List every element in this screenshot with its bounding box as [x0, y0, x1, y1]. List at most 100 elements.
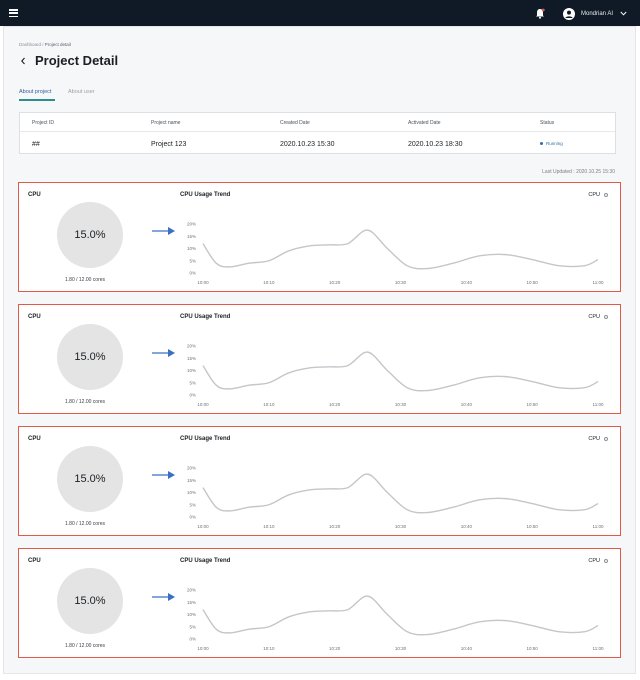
y-tick-label: 5%	[189, 258, 196, 263]
header-activated-date: Activated Date	[408, 120, 441, 126]
status-badge: Running	[540, 141, 563, 146]
page-title: Project Detail	[35, 53, 119, 68]
y-tick-label: 0%	[189, 393, 196, 398]
series-line-cpu	[202, 473, 599, 514]
cpu-cores-text: 1.80 / 12.00 cores	[65, 643, 106, 649]
x-tick-label: 10:50	[527, 646, 539, 651]
x-tick-label: 10:00	[197, 524, 209, 529]
x-tick-label: 10:40	[461, 280, 473, 285]
cpu-usage-trend-chart: 0% 5% 10% 15% 20% 10:00 10:10 10:20 10:30 10:40 10…	[187, 222, 604, 286]
legend-marker-icon	[604, 559, 608, 563]
header-status: Status	[540, 120, 555, 126]
trend-legend: CPU	[588, 314, 608, 320]
x-tick-label: 10:50	[527, 402, 539, 407]
x-tick-label: 10:20	[329, 402, 341, 407]
legend-marker-icon	[604, 315, 608, 319]
value-project-id: ##	[32, 141, 40, 148]
cpu-card-3: CPU 15.0% 1.80 / 12.00 cores CPU Usage T…	[18, 426, 621, 536]
cpu-usage-trend-chart: 0% 5% 10% 15% 20% 10:00 10:10 10:20 10:30 10:40 10…	[187, 344, 604, 408]
y-tick-label: 20%	[187, 344, 196, 349]
cpu-label: CPU	[28, 314, 41, 320]
last-updated: Last Updated : 2020.10.25 15:30	[542, 169, 615, 175]
x-tick-label: 10:30	[395, 280, 407, 285]
breadcrumb-link-dashboard[interactable]: Dashboard	[19, 42, 42, 47]
arrow-right-icon	[152, 227, 175, 235]
x-tick-label: 10:20	[329, 646, 341, 651]
x-tick-label: 10:10	[263, 280, 275, 285]
cpu-usage-value: 15.0%	[74, 351, 106, 363]
legend-label: CPU	[588, 314, 600, 320]
cpu-card-4: CPU 15.0% 1.80 / 12.00 cores CPU Usage T…	[18, 548, 621, 658]
y-tick-label: 15%	[187, 600, 196, 605]
project-info-table: Project ID Project name Created Date Act…	[19, 112, 616, 154]
y-tick-label: 15%	[187, 234, 196, 239]
trend-legend: CPU	[588, 558, 608, 564]
top-navigation-bar: Mondrian AI	[0, 0, 640, 26]
cpu-usage-gauge: 15.0%	[57, 446, 123, 512]
y-tick-label: 20%	[187, 466, 196, 471]
x-tick-label: 10:10	[263, 402, 275, 407]
series-line-cpu	[202, 351, 599, 392]
cpu-usage-value: 15.0%	[74, 473, 106, 485]
y-tick-label: 0%	[189, 637, 196, 642]
user-avatar-icon	[563, 7, 575, 20]
legend-label: CPU	[588, 558, 600, 564]
arrow-right-icon	[152, 593, 175, 601]
x-tick-label: 11:00	[593, 524, 604, 529]
breadcrumb-separator: /	[41, 42, 45, 47]
y-tick-label: 5%	[189, 624, 196, 629]
project-detail-page: Dashboard / Project detail Project Detai…	[3, 26, 636, 674]
cpu-card-1: CPU 15.0% 1.80 / 12.00 cores CPU Usage T…	[18, 182, 621, 292]
back-chevron-icon[interactable]	[19, 56, 27, 66]
tab-about-user[interactable]: About user	[68, 89, 95, 95]
status-dot-icon	[540, 142, 543, 145]
title-row: Project Detail	[19, 53, 118, 68]
y-tick-label: 0%	[189, 515, 196, 520]
y-tick-label: 10%	[187, 246, 196, 251]
x-tick-label: 11:00	[593, 280, 604, 285]
x-tick-label: 10:10	[263, 646, 275, 651]
cpu-usage-gauge: 15.0%	[57, 202, 123, 268]
header-created-date: Created Date	[280, 120, 310, 126]
x-tick-label: 10:40	[461, 646, 473, 651]
breadcrumb: Dashboard / Project detail	[19, 42, 71, 47]
series-line-cpu	[202, 595, 599, 636]
tab-about-project[interactable]: About project	[19, 89, 52, 95]
header-project-id: Project ID	[32, 120, 54, 126]
trend-legend: CPU	[588, 436, 608, 442]
x-tick-label: 11:00	[593, 646, 604, 651]
y-tick-label: 10%	[187, 368, 196, 373]
x-tick-label: 10:20	[329, 524, 341, 529]
trend-title: CPU Usage Trend	[180, 192, 231, 198]
cpu-label: CPU	[28, 558, 41, 564]
value-activated-date: 2020.10.23 18:30	[408, 141, 463, 148]
cpu-label: CPU	[28, 192, 41, 198]
x-tick-label: 10:00	[197, 646, 209, 651]
cpu-cores-text: 1.80 / 12.00 cores	[65, 399, 106, 405]
legend-marker-icon	[604, 193, 608, 197]
header-project-name: Project name	[151, 120, 181, 126]
x-tick-label: 10:20	[329, 280, 341, 285]
cpu-usage-value: 15.0%	[74, 595, 106, 607]
cpu-usage-gauge: 15.0%	[57, 568, 123, 634]
x-tick-label: 10:50	[527, 280, 539, 285]
user-menu[interactable]: Mondrian AI	[563, 6, 627, 21]
bell-icon[interactable]	[535, 8, 545, 19]
cpu-cores-text: 1.80 / 12.00 cores	[65, 277, 106, 283]
y-tick-label: 15%	[187, 478, 196, 483]
chevron-down-icon[interactable]	[620, 11, 627, 16]
legend-marker-icon	[604, 437, 608, 441]
y-tick-label: 20%	[187, 588, 196, 593]
y-tick-label: 10%	[187, 490, 196, 495]
legend-label: CPU	[588, 436, 600, 442]
cpu-usage-trend-chart: 0% 5% 10% 15% 20% 10:00 10:10 10:20 10:30 10:40 10…	[187, 588, 604, 652]
y-tick-label: 5%	[189, 380, 196, 385]
cpu-usage-gauge: 15.0%	[57, 324, 123, 390]
x-tick-label: 10:30	[395, 646, 407, 651]
active-tab-indicator	[19, 99, 55, 101]
cpu-card-2: CPU 15.0% 1.80 / 12.00 cores CPU Usage T…	[18, 304, 621, 414]
x-tick-label: 11:00	[593, 402, 604, 407]
menu-icon[interactable]	[9, 9, 18, 17]
arrow-right-icon	[152, 471, 175, 479]
x-tick-label: 10:10	[263, 524, 275, 529]
